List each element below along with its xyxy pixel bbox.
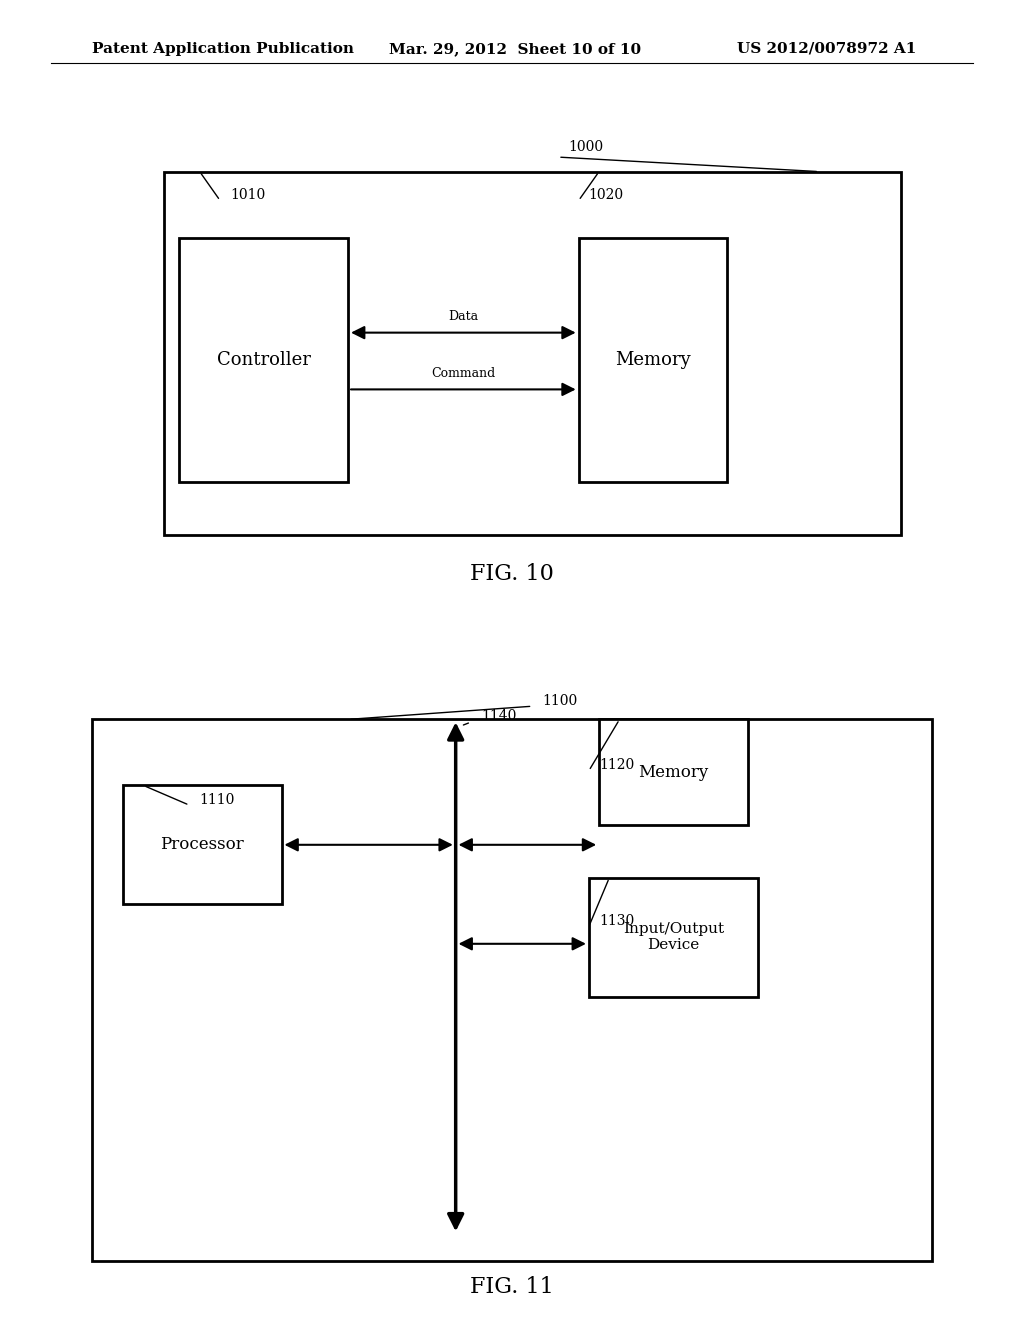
Text: Input/Output
Device: Input/Output Device [623,923,724,952]
FancyBboxPatch shape [123,785,282,904]
Text: Patent Application Publication: Patent Application Publication [92,42,354,55]
Text: Memory: Memory [638,764,709,780]
Text: Mar. 29, 2012  Sheet 10 of 10: Mar. 29, 2012 Sheet 10 of 10 [389,42,641,55]
Text: 1000: 1000 [568,140,603,154]
Text: FIG. 11: FIG. 11 [470,1276,554,1298]
Text: 1130: 1130 [599,913,634,928]
Text: 1020: 1020 [589,187,624,202]
FancyBboxPatch shape [599,719,748,825]
Text: 1110: 1110 [200,792,236,807]
Text: 1010: 1010 [230,187,265,202]
Text: Controller: Controller [217,351,310,368]
Text: Memory: Memory [615,351,690,368]
Text: FIG. 10: FIG. 10 [470,564,554,585]
Text: 1140: 1140 [481,709,517,723]
Text: 1120: 1120 [599,758,634,772]
Text: Command: Command [431,367,496,380]
Text: US 2012/0078972 A1: US 2012/0078972 A1 [737,42,916,55]
FancyBboxPatch shape [179,238,348,482]
Text: 1100: 1100 [543,693,578,708]
Text: Data: Data [449,310,478,323]
FancyBboxPatch shape [589,878,758,997]
Text: Processor: Processor [161,837,244,853]
FancyBboxPatch shape [579,238,727,482]
